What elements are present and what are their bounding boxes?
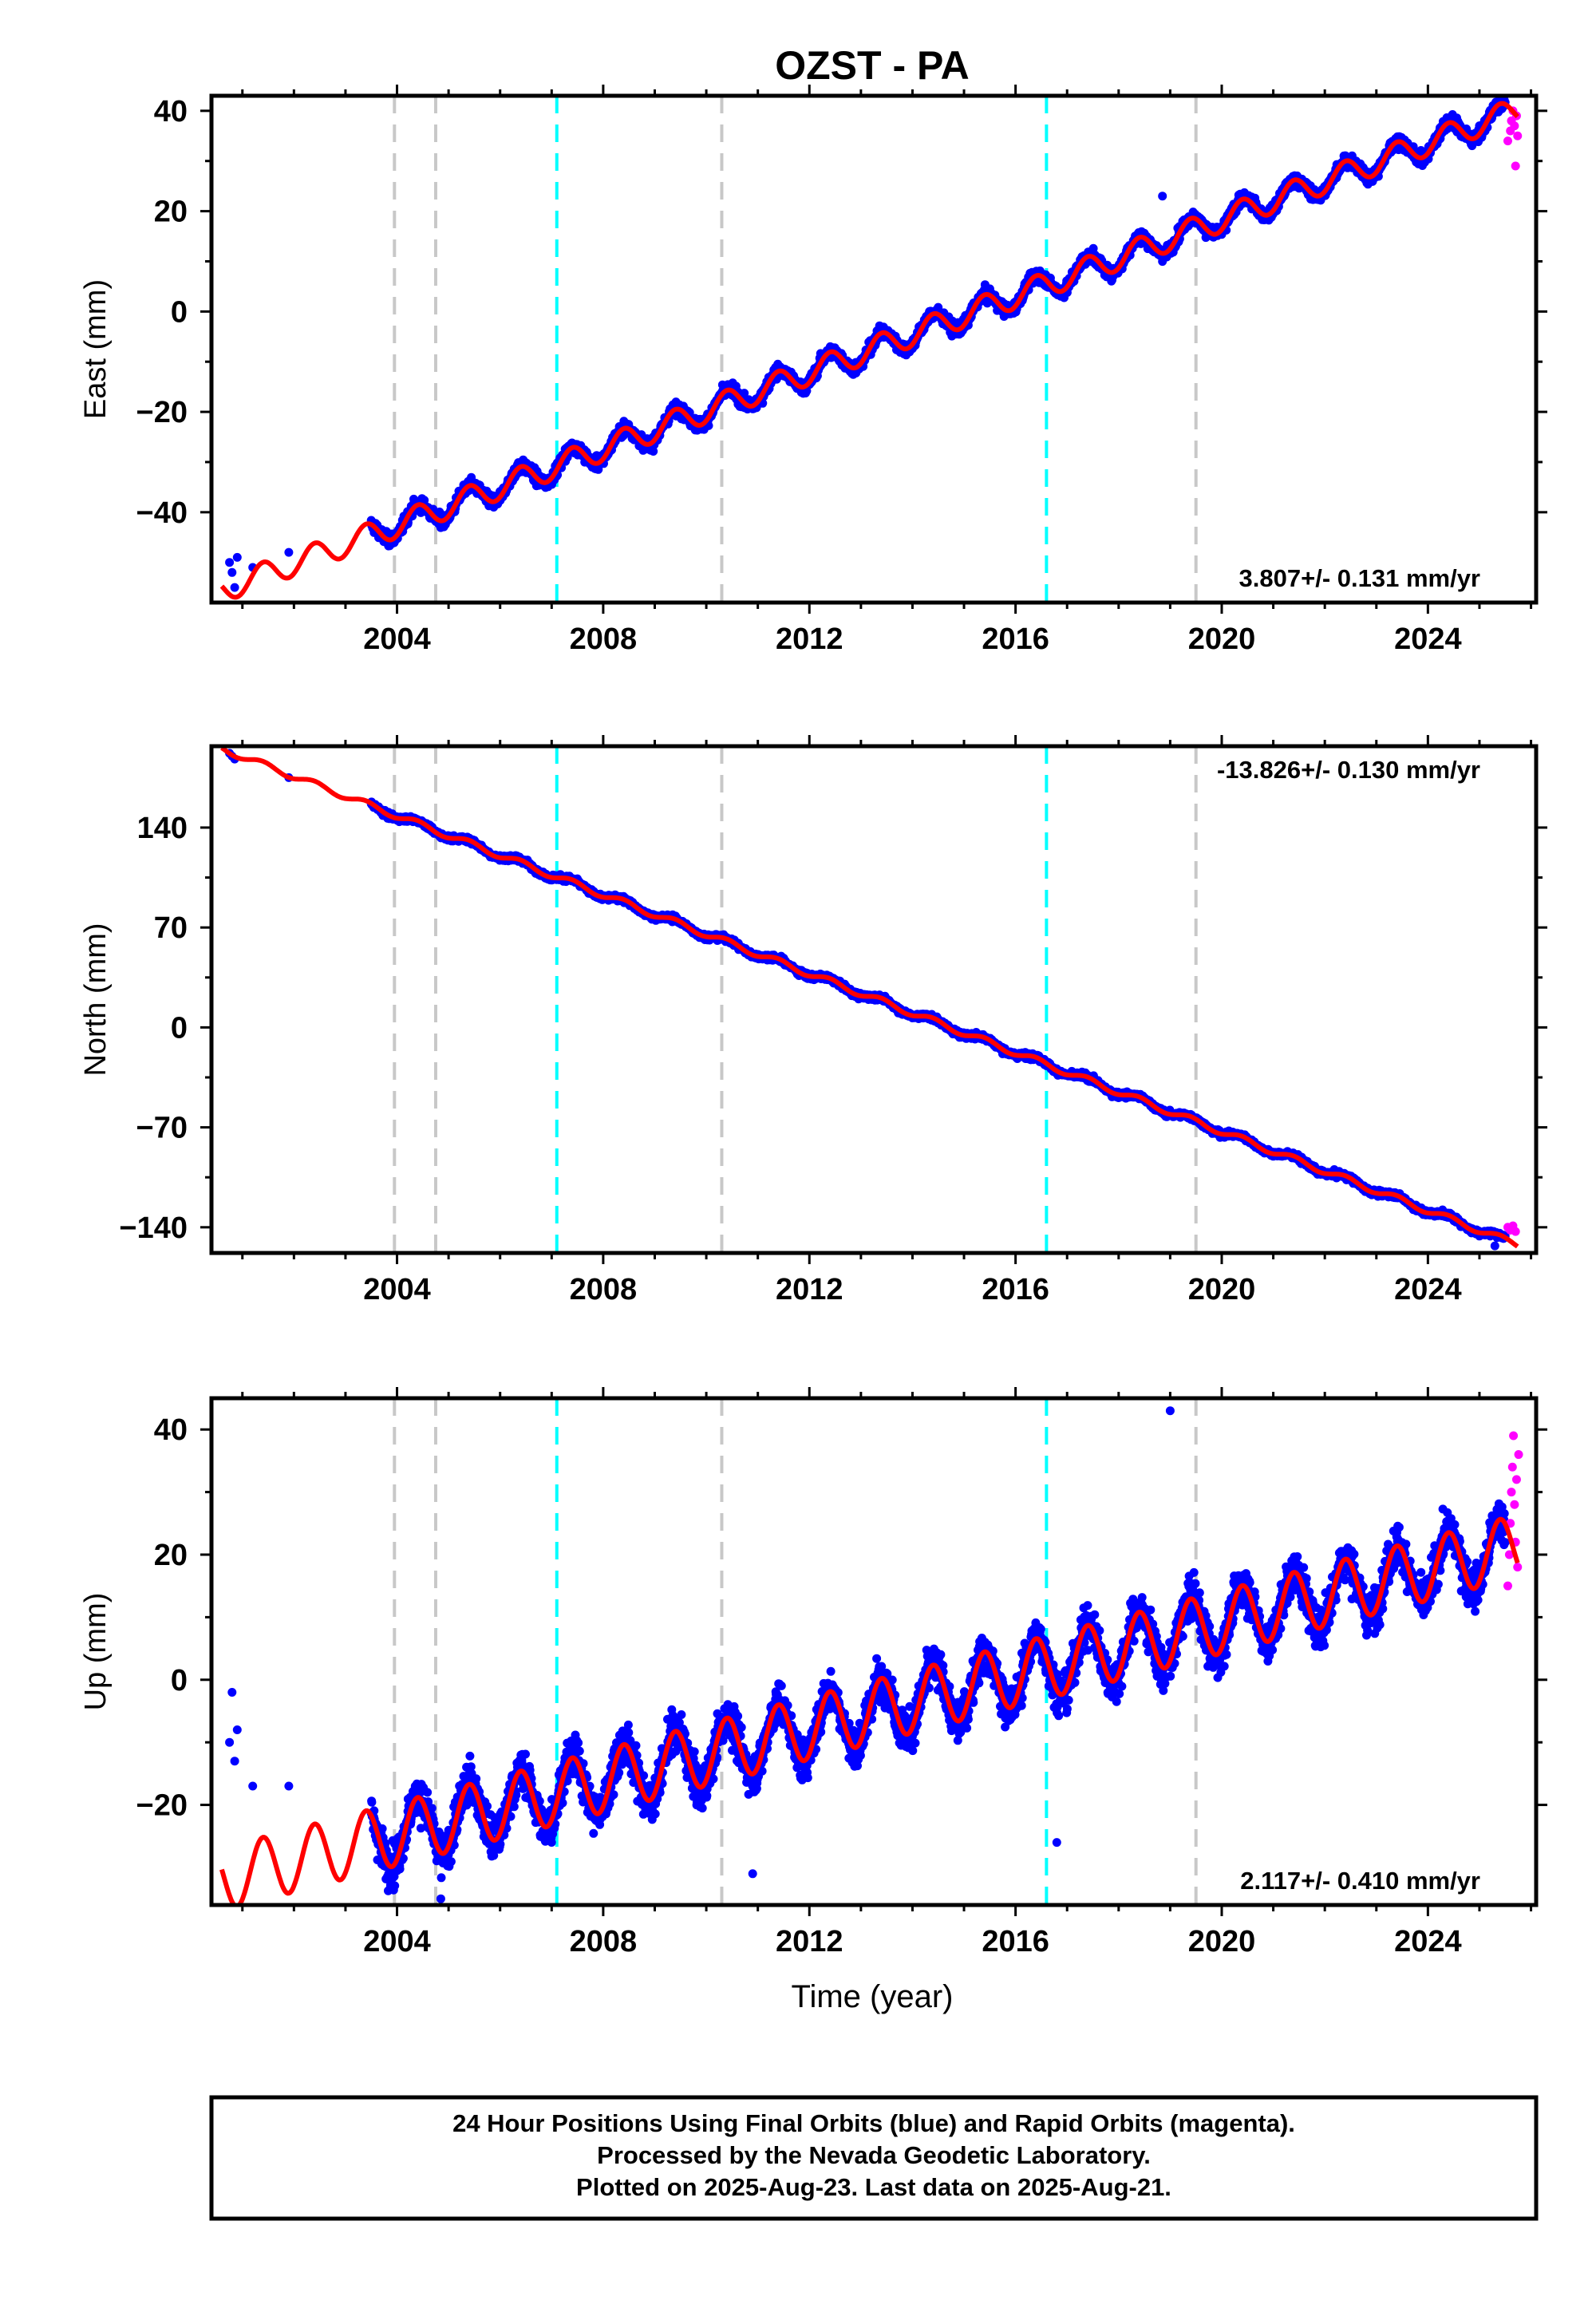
x-tick-label: 2020: [1188, 1273, 1256, 1306]
up-rapid-orbit-point: [1504, 1550, 1514, 1559]
y-tick-label: 70: [154, 911, 188, 945]
x-tick-label: 2020: [1188, 1925, 1256, 1958]
north-y-axis-label: North (mm): [79, 923, 113, 1076]
y-tick-label: 20: [154, 1539, 188, 1572]
up-rate-label: 2.117+/- 0.410 mm/yr: [1240, 1867, 1480, 1895]
north-plot-area: [220, 746, 1520, 1253]
up-rapid-orbit-point: [1514, 1450, 1523, 1460]
x-tick-label: 2008: [570, 1273, 638, 1306]
up-rapid-orbit-point: [1509, 1431, 1519, 1441]
footer-box: 24 Hour Positions Using Final Orbits (bl…: [209, 2095, 1539, 2221]
x-tick-label: 2024: [1394, 1273, 1462, 1306]
x-tick-label: 2016: [982, 622, 1049, 656]
up-rapid-orbit-point: [1511, 1475, 1521, 1484]
up-rapid-orbit-point: [1503, 1581, 1512, 1591]
x-tick-label: 2012: [776, 1273, 843, 1306]
footer-border: [209, 2095, 1539, 2221]
up-panel: 2004 2008 2012 2016 2020 2024 −20 0 20 40 Up (mm) 2…: [79, 1387, 1547, 1958]
footer-line-1: 24 Hour Positions Using Final Orbits (bl…: [452, 2109, 1295, 2137]
x-tick-label: 2008: [570, 1925, 638, 1958]
y-tick-label: −140: [119, 1211, 188, 1245]
y-tick-label: −70: [136, 1112, 188, 1145]
footer-line-3: Plotted on 2025-Aug-23. Last data on 202…: [576, 2173, 1171, 2201]
x-tick-label: 2016: [982, 1273, 1049, 1306]
up-rapid-orbit-point: [1513, 1563, 1523, 1572]
up-rapid-orbit-point: [1507, 1462, 1517, 1472]
x-tick-label: 2020: [1188, 622, 1256, 656]
east-rate-label: 3.807+/- 0.131 mm/yr: [1239, 564, 1480, 592]
x-tick-label: 2004: [363, 622, 431, 656]
east-rapid-orbit-point: [1503, 136, 1512, 146]
east-plot-area: [219, 96, 1523, 603]
north-plot-frame: [209, 744, 1539, 1255]
east-rapid-orbit-point: [1513, 131, 1523, 140]
y-tick-label: −40: [136, 496, 188, 530]
x-tick-label: 2024: [1394, 1925, 1462, 1958]
y-tick-label: 40: [154, 1413, 188, 1447]
y-tick-label: 0: [171, 1664, 188, 1697]
north-panel: 2004 2008 2012 2016 2020 2024 −140 −70 0 70 140 Nor…: [79, 735, 1547, 1306]
x-tick-label: 2016: [982, 1925, 1049, 1958]
up-rapid-orbit-point: [1507, 1488, 1516, 1497]
east-panel: 2004 2008 2012 2016 2020 2024 −40 −20 0 20 40 East …: [79, 85, 1547, 656]
y-tick-label: 40: [154, 95, 188, 128]
y-tick-label: 0: [171, 1011, 188, 1045]
y-tick-label: −20: [136, 1789, 188, 1823]
x-tick-label: 2004: [363, 1273, 431, 1306]
footer-line-2: Processed by the Nevada Geodetic Laborat…: [597, 2141, 1151, 2169]
north-rapid-orbit-point: [1511, 1227, 1520, 1236]
x-tick-label: 2004: [363, 1925, 431, 1958]
east-y-axis-label: East (mm): [79, 279, 113, 419]
east-plot-frame: [209, 93, 1539, 605]
y-tick-label: 140: [137, 812, 188, 845]
up-rapid-orbit-point: [1510, 1500, 1519, 1509]
east-rapid-orbit-point: [1510, 121, 1519, 131]
y-tick-label: 20: [154, 196, 188, 229]
north-model-fit-line: [220, 746, 1519, 1249]
y-tick-label: −20: [136, 396, 188, 429]
up-plot-frame: [209, 1396, 1539, 1907]
y-tick-label: 0: [171, 295, 188, 329]
up-model-fit-line: [219, 1516, 1520, 1905]
east-model-fit-line: [219, 101, 1519, 600]
x-axis-label: Time (year): [792, 1979, 954, 2014]
east-rapid-orbit-point: [1511, 161, 1520, 171]
north-rate-label: -13.826+/- 0.130 mm/yr: [1217, 756, 1480, 784]
x-tick-label: 2012: [776, 1925, 843, 1958]
x-tick-label: 2012: [776, 622, 843, 656]
up-plot-area: [219, 1398, 1523, 1905]
x-tick-label: 2008: [570, 622, 638, 656]
figure-title: OZST - PA: [775, 43, 970, 88]
x-tick-label: 2024: [1394, 622, 1462, 656]
up-y-axis-label: Up (mm): [79, 1593, 113, 1711]
